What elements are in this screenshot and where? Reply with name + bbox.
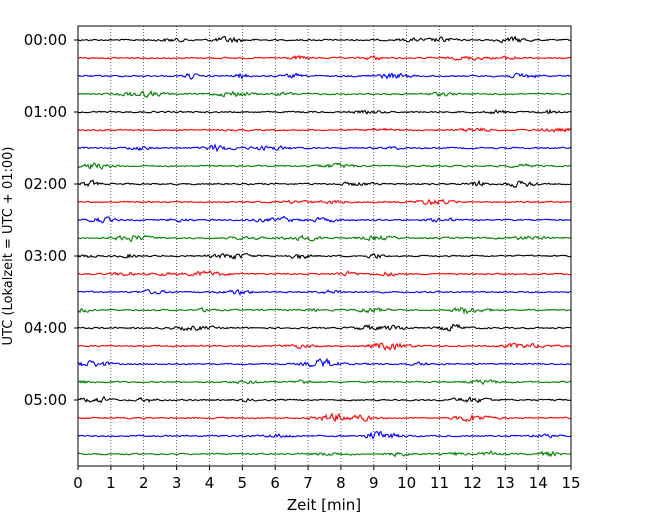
y-tick-label: 01:00: [24, 103, 67, 121]
seismogram-trace: [77, 127, 572, 133]
x-tick-label: 3: [172, 474, 182, 492]
seismogram-trace: [77, 357, 572, 368]
seismogram-trace: [77, 450, 572, 458]
seismogram-trace: [77, 342, 572, 351]
seismogram-trace: [77, 35, 572, 44]
x-tick-label: 15: [561, 474, 580, 492]
x-tick-label: 11: [430, 474, 449, 492]
x-tick-label: 7: [303, 474, 313, 492]
x-axis-ticks: 0 1 2 3 4 5 6 7 8 9 10 11 12 13 14 15: [73, 466, 581, 492]
x-tick-label: 1: [106, 474, 116, 492]
seismogram-trace: [77, 379, 572, 386]
x-tick-label: 2: [139, 474, 149, 492]
seismogram-trace: [77, 395, 572, 404]
y-tick-label: 00:00: [24, 31, 67, 49]
y-tick-label: 02:00: [24, 175, 67, 193]
seismogram-trace: [77, 288, 572, 296]
plot-frame: [77, 25, 572, 467]
seismogram-trace: [77, 270, 572, 277]
x-tick-label: 0: [73, 474, 83, 492]
seismogram-trace: [77, 89, 572, 99]
seismogram-trace: [77, 143, 572, 153]
seismogram-trace: [77, 252, 572, 261]
x-tick-label: 13: [496, 474, 515, 492]
seismogram-trace: [77, 108, 572, 115]
seismogram-trace: [77, 234, 572, 243]
x-tick-label: 9: [369, 474, 379, 492]
x-axis-label: Zeit [min]: [287, 496, 361, 514]
x-tick-label: 5: [238, 474, 248, 492]
seismogram-trace: [77, 54, 572, 61]
y-tick-label: 05:00: [24, 391, 67, 409]
seismogram-trace: [77, 412, 572, 423]
y-axis-ticks: 00:00 01:00 02:00 03:00 04:00 05:00: [24, 31, 78, 409]
x-tick-label: 14: [529, 474, 548, 492]
x-tick-label: 4: [205, 474, 215, 492]
seismogram-trace: [77, 179, 572, 189]
y-tick-label: 03:00: [24, 247, 67, 265]
seismogram-trace: [77, 306, 572, 315]
seismogram-trace: [77, 323, 572, 332]
seismogram-traces: [77, 35, 572, 458]
x-tick-label: 12: [463, 474, 482, 492]
x-tick-label: 10: [397, 474, 416, 492]
vertical-grid: [110, 26, 539, 466]
seismogram-trace: [77, 198, 572, 206]
x-tick-label: 8: [336, 474, 346, 492]
seismogram-trace: [77, 72, 572, 80]
seismogram-trace: [77, 215, 572, 224]
seismogram-trace: [77, 162, 572, 171]
y-axis-label: UTC (Lokalzeit = UTC + 01:00): [1, 147, 16, 346]
seismogram-trace: [77, 431, 572, 440]
y-tick-label: 04:00: [24, 319, 67, 337]
x-tick-label: 6: [270, 474, 280, 492]
